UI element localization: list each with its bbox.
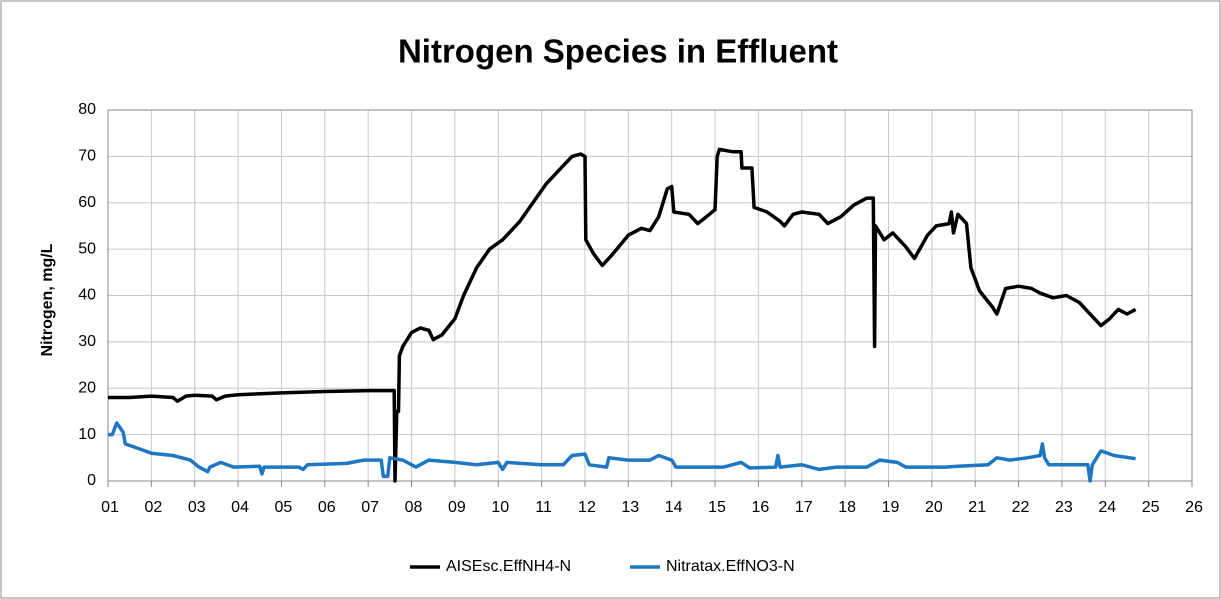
x-tick-label: 22 xyxy=(1012,499,1030,516)
x-tick-label: 21 xyxy=(968,499,986,516)
x-tick-label: 25 xyxy=(1142,499,1160,516)
x-tick-label: 09 xyxy=(448,499,466,516)
x-tick-label: 20 xyxy=(925,499,943,516)
x-tick-label: 06 xyxy=(318,499,336,516)
chart-title: Nitrogen Species in Effluent xyxy=(398,33,838,70)
x-tick-label: 12 xyxy=(578,499,596,516)
y-tick-label: 30 xyxy=(78,333,96,350)
y-tick-label: 70 xyxy=(78,148,96,165)
y-tick-label: 40 xyxy=(78,287,96,304)
x-tick-label: 24 xyxy=(1098,499,1116,516)
x-tick-label: 04 xyxy=(231,499,249,516)
y-tick-label: 20 xyxy=(78,379,96,396)
x-tick-label: 03 xyxy=(188,499,206,516)
x-tick-label: 11 xyxy=(535,499,552,516)
plot xyxy=(108,147,1137,483)
x-tick-label: 19 xyxy=(882,499,900,516)
y-tick-label: 80 xyxy=(78,101,96,118)
x-tick-label: 17 xyxy=(795,499,813,516)
x-tick-label: 18 xyxy=(838,499,856,516)
x-tick-label: 10 xyxy=(491,499,509,516)
series-line xyxy=(108,147,1137,483)
x-tick-label: 05 xyxy=(275,499,293,516)
x-tick-label: 15 xyxy=(708,499,726,516)
x-tick-label: 02 xyxy=(144,499,162,516)
y-axis-label: Nitrogen, mg/L xyxy=(39,243,56,356)
x-tick-label: 07 xyxy=(361,499,379,516)
grid: 0 10 20 30 40 50 60 70 80 01 02 03 04 05 06 07 08 09 10 11 1… xyxy=(78,101,1203,516)
x-tick-label: 26 xyxy=(1185,499,1203,516)
x-tick-label: 01 xyxy=(101,499,119,516)
legend: AISEsc.EffNH4-N Nitratax.EffNO3-N xyxy=(410,558,795,575)
x-tick-label: 23 xyxy=(1055,499,1073,516)
series-line xyxy=(108,421,1136,483)
y-tick-label: 10 xyxy=(78,426,96,443)
x-tick-label: 13 xyxy=(621,499,639,516)
legend-label: AISEsc.EffNH4-N xyxy=(446,558,571,575)
y-tick-label: 0 xyxy=(87,472,96,489)
plot-area xyxy=(107,109,1193,482)
x-tick-label: 08 xyxy=(405,499,423,516)
x-tick-label: 14 xyxy=(665,499,683,516)
y-tick-label: 60 xyxy=(78,194,96,211)
x-tick-label: 16 xyxy=(752,499,770,516)
legend-label: Nitratax.EffNO3-N xyxy=(666,558,795,575)
y-tick-label: 50 xyxy=(78,240,96,257)
